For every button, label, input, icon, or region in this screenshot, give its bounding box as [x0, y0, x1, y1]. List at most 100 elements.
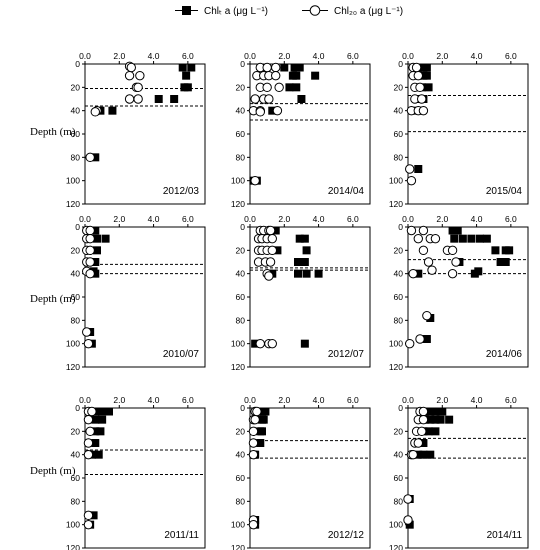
y-tick-label: 0 [75, 59, 80, 69]
chl-total-point [424, 83, 433, 92]
chl-large-point [255, 338, 265, 349]
x-tick-label: 4.0 [313, 395, 325, 405]
chl-large-point [83, 510, 94, 521]
y-tick-label: 60 [394, 129, 404, 139]
chl-total-point [405, 520, 414, 529]
chl-total-point [91, 269, 100, 278]
chl-large-point [274, 82, 284, 93]
chl-total-point [431, 427, 440, 436]
x-tick-label: 0.0 [244, 214, 256, 224]
chl-total-point [99, 407, 108, 416]
y-tick-label: 100 [66, 339, 80, 349]
y-tick-label: 120 [389, 543, 403, 550]
chl-total-point [91, 439, 100, 447]
chl-large-point [252, 406, 262, 417]
x-tick-label: 2.0 [113, 214, 125, 224]
chl-large-point [248, 426, 259, 437]
y-tick-label: 80 [236, 496, 246, 506]
y-tick-label: 120 [231, 543, 245, 550]
chl-total-point [271, 226, 280, 235]
x-tick-label: 2.0 [278, 51, 290, 61]
panel-date-label: 2012/03 [163, 186, 200, 197]
legend-group: Chlₜ a (μg L⁻¹) Chl₂₀ a (μg L⁻¹) [175, 5, 403, 17]
chl-large-point [85, 225, 95, 236]
y-tick-label: 40 [236, 269, 246, 279]
chl-large-point [406, 175, 417, 186]
x-tick-label: 0.0 [244, 395, 256, 405]
chl-total-point [448, 226, 457, 235]
chl-total-point [476, 234, 484, 243]
x-tick-label: 6.0 [347, 51, 359, 61]
chl-total-point [445, 415, 454, 424]
chl-total-point [414, 269, 423, 278]
chl-total-point [474, 267, 483, 276]
chl-total-point [419, 439, 428, 447]
chl-total-point [292, 83, 301, 92]
x-tick-label: 0.0 [79, 395, 91, 405]
y-tick-label: 0 [75, 403, 80, 413]
chl-total-point [422, 63, 431, 72]
panel-2010-07: 0.0 2.0 4.0 6.0 0 20 40 60 80 100 120 2010/07 [66, 214, 206, 372]
chl-total-point [295, 63, 304, 72]
chl-total-point [292, 71, 301, 80]
chl-total-point [300, 339, 309, 348]
chl-large-point [262, 62, 272, 73]
y-tick-label: 100 [66, 520, 80, 530]
chl-total-point [419, 450, 428, 459]
chl-large-point [418, 245, 429, 256]
y-tick-label: 20 [71, 82, 81, 92]
chl-large-point [85, 245, 95, 256]
panel-date-label: 2014/11 [487, 530, 523, 541]
chl-total-point [311, 71, 320, 80]
x-tick-label: 4.0 [148, 51, 160, 61]
chl-large-point [83, 519, 94, 530]
chl-total-point [183, 83, 192, 92]
panel-date-label: 2014/06 [486, 349, 523, 360]
chl-total-point [436, 415, 445, 424]
y-axis-label-row-3: Depth (m) [30, 465, 76, 477]
panel-2012-03: 0.0 2.0 4.0 6.0 0 20 40 60 80 100 120 2012/03 [66, 51, 206, 209]
chl-total-point [450, 234, 459, 243]
chl-total-point [431, 415, 440, 424]
chl-total-point [91, 415, 100, 424]
chl-total-point [93, 246, 101, 255]
chl-large-point [87, 406, 97, 417]
panel-2015-04: 0.0 2.0 4.0 6.0 0 20 40 60 80 100 120 2015/04 [389, 51, 529, 209]
y-axis-labels: Depth (m) Depth (m) Depth (m) [30, 126, 76, 477]
y-tick-label: 40 [394, 269, 404, 279]
chl-total-point [414, 165, 423, 173]
chl-total-point [438, 407, 447, 416]
x-tick-label: 6.0 [505, 395, 517, 405]
chl-large-point [124, 70, 135, 81]
y-tick-label: 0 [398, 222, 403, 232]
x-tick-label: 4.0 [148, 395, 160, 405]
panel-date-label: 2012/12 [328, 530, 365, 541]
y-tick-label: 100 [389, 176, 403, 186]
chl-large-point [262, 82, 272, 93]
chl-large-point [267, 233, 277, 244]
x-tick-label: 6.0 [505, 214, 517, 224]
y-tick-label: 20 [394, 426, 404, 436]
plot-frame [84, 226, 206, 368]
panel-2014-11: 0.0 2.0 4.0 6.0 0 20 40 60 80 100 120 2014/11 [389, 395, 529, 550]
chl-total-point [491, 246, 500, 255]
chl-large-point [447, 268, 458, 279]
chl-total-point [89, 511, 98, 520]
x-tick-label: 2.0 [436, 395, 448, 405]
x-tick-label: 0.0 [79, 214, 91, 224]
x-tick-label: 6.0 [182, 214, 194, 224]
chl-total-point [285, 83, 294, 92]
x-tick-label: 2.0 [436, 51, 448, 61]
y-tick-label: 20 [236, 426, 246, 436]
x-tick-label: 6.0 [347, 395, 359, 405]
chl-total-point [426, 415, 435, 424]
chl-large-point [413, 70, 423, 81]
chl-total-point [94, 450, 103, 459]
chl-total-point [91, 258, 100, 266]
y-tick-label: 0 [75, 222, 80, 232]
chl-large-point [418, 105, 429, 116]
y-tick-label: 80 [236, 152, 246, 162]
chl-total-point [300, 234, 309, 243]
chl-large-point [248, 438, 259, 448]
